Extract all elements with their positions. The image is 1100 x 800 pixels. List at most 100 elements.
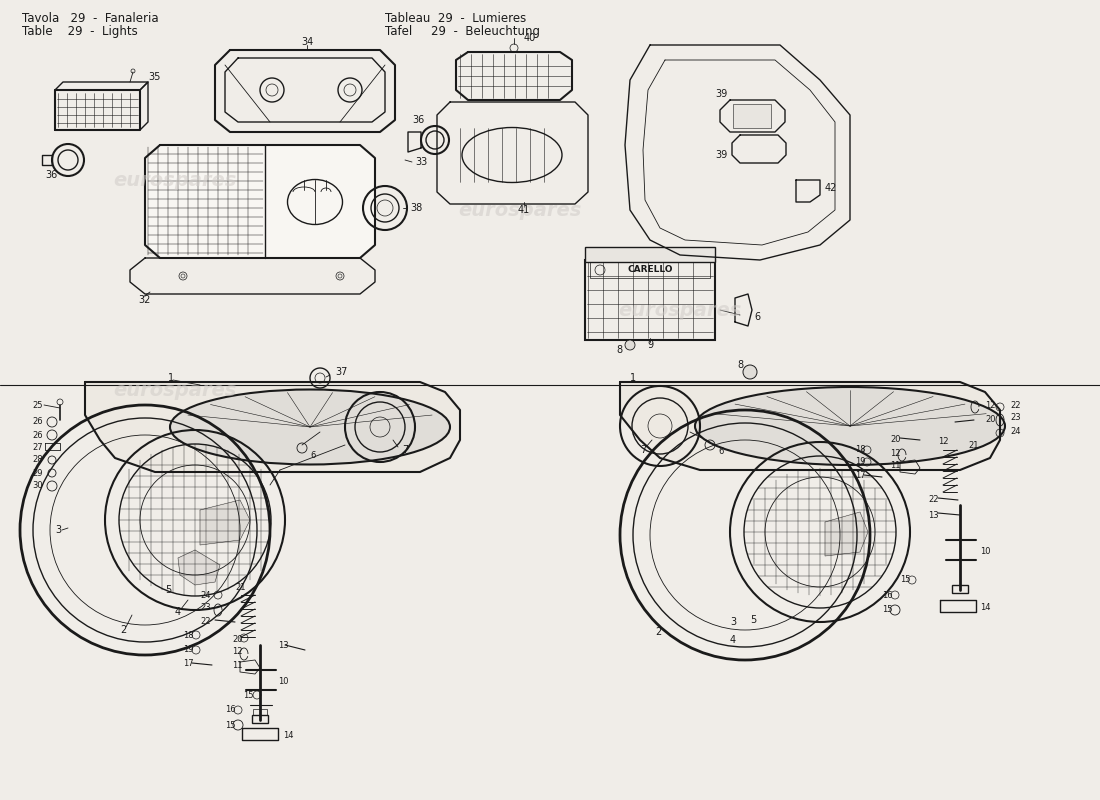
Text: 11: 11 xyxy=(232,661,242,670)
Ellipse shape xyxy=(170,390,450,465)
Circle shape xyxy=(625,340,635,350)
Text: 24: 24 xyxy=(1010,427,1021,437)
Polygon shape xyxy=(178,550,220,585)
Text: 6: 6 xyxy=(718,447,724,457)
Text: 23: 23 xyxy=(200,603,210,613)
Text: 20: 20 xyxy=(890,435,901,445)
Text: 4: 4 xyxy=(175,607,182,617)
Text: 40: 40 xyxy=(524,33,536,43)
Text: 24: 24 xyxy=(200,590,210,599)
Text: 21: 21 xyxy=(968,441,979,450)
Text: 17: 17 xyxy=(855,470,866,479)
Text: 32: 32 xyxy=(138,295,151,305)
Bar xyxy=(252,715,268,723)
Text: 12: 12 xyxy=(984,401,996,410)
Text: 17: 17 xyxy=(183,658,194,667)
Text: 12: 12 xyxy=(890,449,901,458)
Text: 5: 5 xyxy=(165,585,172,595)
Text: 19: 19 xyxy=(183,646,194,654)
Text: Table    29  -  Lights: Table 29 - Lights xyxy=(22,25,138,38)
Text: eurospares: eurospares xyxy=(459,201,582,219)
Text: 1: 1 xyxy=(630,373,636,383)
Text: 19: 19 xyxy=(855,458,866,466)
Ellipse shape xyxy=(695,387,1005,465)
Text: 36: 36 xyxy=(45,170,57,180)
Text: 3: 3 xyxy=(730,617,736,627)
Polygon shape xyxy=(145,145,375,258)
Text: eurospares: eurospares xyxy=(113,381,236,399)
Bar xyxy=(585,260,715,340)
Text: 3: 3 xyxy=(55,525,62,535)
Text: 7: 7 xyxy=(402,445,408,455)
Text: 39: 39 xyxy=(715,150,727,160)
Text: 21: 21 xyxy=(235,582,245,591)
Text: Tafel     29  -  Beleuchtung: Tafel 29 - Beleuchtung xyxy=(385,25,540,38)
Text: 34: 34 xyxy=(301,37,314,47)
Text: 15: 15 xyxy=(882,606,892,614)
Polygon shape xyxy=(200,500,250,545)
Text: eurospares: eurospares xyxy=(618,301,741,319)
Bar xyxy=(585,247,715,262)
Text: 12: 12 xyxy=(938,438,948,446)
Text: 33: 33 xyxy=(415,157,427,167)
Text: 5: 5 xyxy=(750,615,757,625)
Text: 23: 23 xyxy=(1010,414,1021,422)
Bar xyxy=(733,104,771,128)
Text: 22: 22 xyxy=(928,495,938,505)
Text: 15: 15 xyxy=(900,575,911,585)
Text: 20: 20 xyxy=(984,415,996,425)
Text: 8: 8 xyxy=(616,345,623,355)
Circle shape xyxy=(742,365,757,379)
Text: 15: 15 xyxy=(243,690,253,699)
Text: 41: 41 xyxy=(518,205,530,215)
Text: 20: 20 xyxy=(232,635,242,645)
Text: CARELLO: CARELLO xyxy=(627,266,673,274)
Text: 29: 29 xyxy=(32,469,43,478)
Bar xyxy=(952,585,968,593)
Text: 6: 6 xyxy=(754,312,760,322)
Polygon shape xyxy=(825,512,868,556)
Text: 26: 26 xyxy=(32,430,43,439)
Text: 11: 11 xyxy=(890,461,901,470)
Text: 12: 12 xyxy=(232,647,242,657)
Ellipse shape xyxy=(462,127,562,182)
Text: 2: 2 xyxy=(654,627,661,637)
Text: Tableau  29  -  Lumieres: Tableau 29 - Lumieres xyxy=(385,11,526,25)
Text: 30: 30 xyxy=(32,482,43,490)
Text: 42: 42 xyxy=(825,183,837,193)
Text: eurospares: eurospares xyxy=(113,170,236,190)
Text: 26: 26 xyxy=(32,418,43,426)
Text: 22: 22 xyxy=(1010,401,1021,410)
Text: 1: 1 xyxy=(168,373,174,383)
Text: 13: 13 xyxy=(278,641,288,650)
Text: 16: 16 xyxy=(882,590,892,599)
Text: 27: 27 xyxy=(32,442,43,451)
Text: 14: 14 xyxy=(980,602,990,611)
Polygon shape xyxy=(620,382,1000,470)
Text: Tavola   29  -  Fanaleria: Tavola 29 - Fanaleria xyxy=(22,11,158,25)
Bar xyxy=(253,709,267,715)
Text: 38: 38 xyxy=(410,203,422,213)
Text: 16: 16 xyxy=(226,706,235,714)
Text: 39: 39 xyxy=(715,89,727,99)
Text: 15: 15 xyxy=(226,721,235,730)
Text: 10: 10 xyxy=(980,547,990,557)
Text: 10: 10 xyxy=(278,678,288,686)
Text: 37: 37 xyxy=(336,367,348,377)
Text: 6: 6 xyxy=(310,450,316,459)
Text: 18: 18 xyxy=(855,446,866,454)
Bar xyxy=(590,262,710,278)
Text: 28: 28 xyxy=(32,455,43,465)
Text: 35: 35 xyxy=(148,72,161,82)
Text: 18: 18 xyxy=(183,630,194,639)
Text: 36: 36 xyxy=(411,115,425,125)
Text: 7: 7 xyxy=(640,445,647,455)
Text: 2: 2 xyxy=(120,625,127,635)
Text: 9: 9 xyxy=(647,340,653,350)
Polygon shape xyxy=(85,382,460,472)
Text: 22: 22 xyxy=(200,618,210,626)
Text: 13: 13 xyxy=(928,510,938,519)
Text: 8: 8 xyxy=(737,360,744,370)
Text: 4: 4 xyxy=(730,635,736,645)
Text: 25: 25 xyxy=(32,401,43,410)
